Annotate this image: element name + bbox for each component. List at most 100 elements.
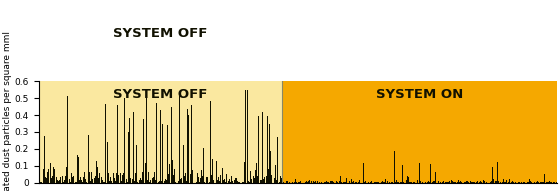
Bar: [133, 112, 134, 183]
Bar: [381, 182, 382, 183]
Bar: [74, 161, 75, 183]
Bar: [409, 182, 410, 183]
Bar: [468, 182, 469, 183]
Bar: [80, 177, 81, 183]
Bar: [214, 181, 216, 183]
Bar: [400, 182, 401, 183]
Bar: [155, 180, 156, 183]
Bar: [528, 182, 529, 183]
Bar: [332, 181, 333, 183]
Bar: [255, 169, 256, 183]
Bar: [150, 180, 151, 183]
Bar: [446, 181, 447, 183]
Bar: [223, 180, 224, 183]
Bar: [296, 182, 297, 183]
Bar: [128, 132, 129, 183]
Bar: [459, 182, 460, 183]
Bar: [204, 182, 205, 183]
Bar: [236, 178, 237, 183]
Bar: [282, 182, 283, 183]
Bar: [444, 180, 445, 183]
Bar: [86, 182, 87, 183]
Bar: [129, 118, 130, 183]
Bar: [185, 173, 186, 183]
Bar: [523, 182, 524, 183]
Bar: [497, 162, 498, 183]
Bar: [104, 181, 105, 183]
Bar: [171, 107, 172, 183]
Bar: [383, 182, 384, 183]
Bar: [319, 182, 320, 183]
Bar: [84, 172, 85, 183]
Bar: [389, 182, 390, 183]
Bar: [344, 182, 345, 183]
Text: SYSTEM ON: SYSTEM ON: [376, 88, 464, 101]
Bar: [165, 179, 166, 183]
Bar: [127, 182, 128, 183]
Bar: [281, 178, 282, 183]
Bar: [219, 181, 220, 183]
Bar: [306, 181, 307, 183]
Bar: [52, 176, 53, 183]
Bar: [69, 179, 70, 183]
Bar: [220, 175, 221, 183]
Bar: [274, 178, 275, 183]
Bar: [458, 180, 459, 183]
Bar: [136, 145, 137, 183]
Bar: [206, 177, 207, 183]
Bar: [100, 157, 101, 183]
Bar: [197, 173, 198, 183]
Bar: [505, 182, 506, 183]
Bar: [530, 181, 531, 183]
Bar: [160, 110, 161, 183]
Bar: [548, 182, 549, 183]
Bar: [212, 159, 213, 183]
Bar: [224, 179, 225, 183]
Bar: [93, 182, 94, 183]
Bar: [271, 175, 272, 183]
Bar: [140, 178, 141, 183]
Bar: [521, 182, 522, 183]
Bar: [414, 182, 415, 183]
Bar: [443, 181, 444, 183]
Bar: [408, 177, 409, 183]
Bar: [395, 182, 396, 183]
Bar: [146, 97, 147, 183]
Bar: [551, 182, 552, 183]
Bar: [341, 182, 342, 183]
Bar: [65, 176, 66, 183]
Bar: [465, 182, 466, 183]
Bar: [203, 148, 204, 183]
Bar: [327, 182, 328, 183]
Bar: [504, 182, 505, 183]
Bar: [300, 181, 301, 183]
Bar: [547, 182, 548, 183]
Bar: [352, 182, 353, 183]
Bar: [39, 181, 40, 183]
Bar: [419, 163, 420, 183]
Bar: [538, 182, 539, 183]
Bar: [364, 182, 365, 183]
Bar: [229, 179, 230, 183]
Bar: [354, 181, 356, 183]
Bar: [64, 180, 65, 183]
Bar: [456, 180, 458, 183]
Bar: [335, 182, 337, 183]
Bar: [175, 182, 176, 183]
Bar: [345, 182, 346, 183]
Bar: [484, 181, 485, 183]
Bar: [467, 181, 468, 183]
Bar: [269, 124, 270, 183]
Bar: [382, 181, 383, 183]
Bar: [131, 175, 132, 183]
Bar: [225, 182, 226, 183]
Bar: [451, 180, 452, 183]
Bar: [58, 181, 59, 183]
Bar: [120, 172, 121, 183]
Bar: [248, 181, 249, 183]
Bar: [519, 182, 520, 183]
Bar: [40, 182, 41, 183]
Bar: [199, 182, 200, 183]
Bar: [112, 180, 113, 183]
Bar: [48, 169, 49, 183]
